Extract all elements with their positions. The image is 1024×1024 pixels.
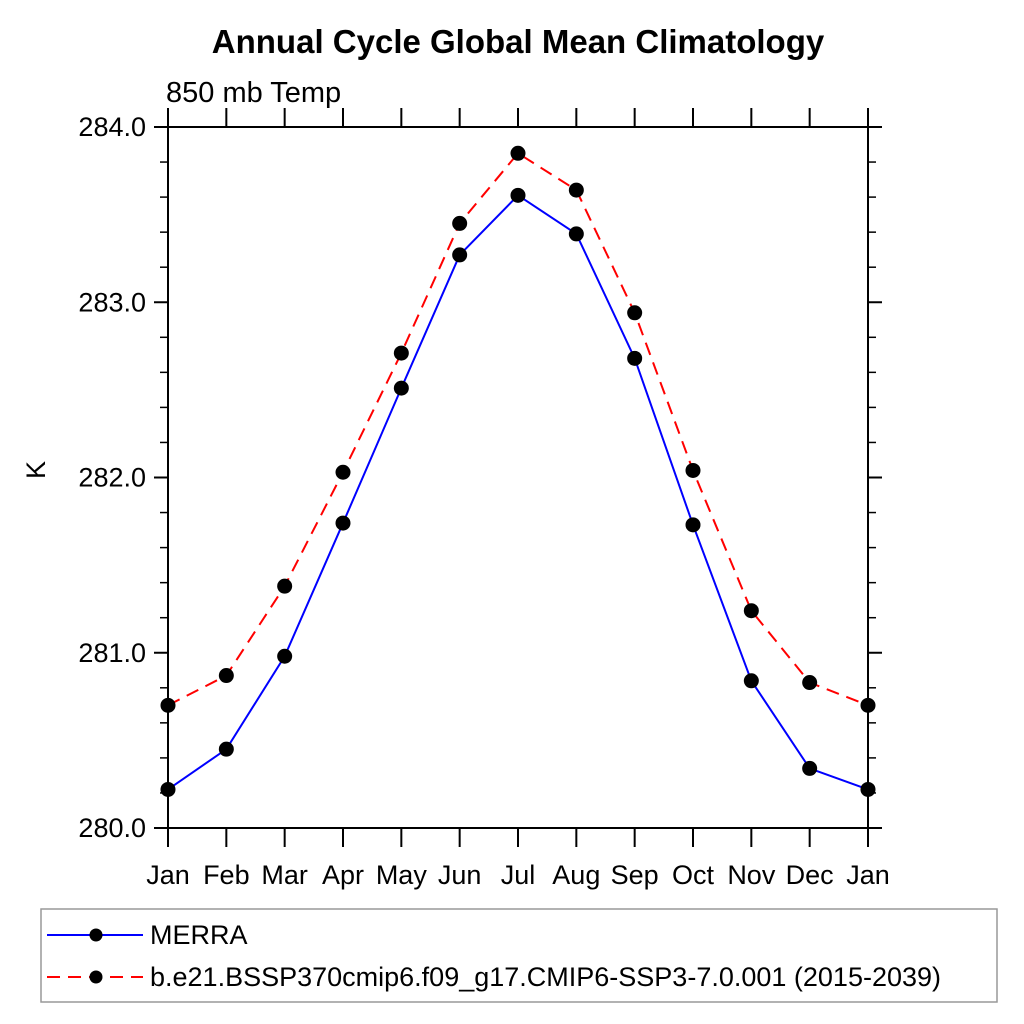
series-line-0 <box>167 194 869 791</box>
series-0-marker <box>568 226 584 242</box>
series-0-marker <box>393 380 409 396</box>
series-1-marker <box>393 345 409 361</box>
chart-title: Annual Cycle Global Mean Climatology <box>212 23 825 60</box>
series-0-marker <box>510 187 526 203</box>
series-1-marker <box>335 464 351 480</box>
x-tick-label: Jun <box>438 860 482 890</box>
series-1-marker <box>160 697 176 713</box>
y-tick-label: 282.0 <box>78 463 146 493</box>
series-1-marker <box>277 578 293 594</box>
x-tick-label: Feb <box>203 860 250 890</box>
y-tick-label: 280.0 <box>78 813 146 843</box>
series-1-marker <box>685 462 701 478</box>
legend: MERRA b.e21.BSSP370cmip6.f09_g17.CMIP6-S… <box>40 908 998 1003</box>
legend-merra-marker-icon <box>89 928 103 942</box>
series-1-marker <box>627 305 643 321</box>
series-1-marker <box>510 145 526 161</box>
x-tick-label: Dec <box>786 860 834 890</box>
series-1-marker <box>802 675 818 691</box>
series-0-marker <box>335 515 351 531</box>
legend-merra-label: MERRA <box>150 920 248 950</box>
y-tick-label: 283.0 <box>78 287 146 317</box>
series-1-marker <box>568 182 584 198</box>
series-0-marker <box>218 741 234 757</box>
plot-area: 280.0 281.0 282.0 283.0 284.0 Jan Feb Mar Apr May… <box>78 108 890 890</box>
series-0-marker <box>743 673 759 689</box>
series-0-marker <box>627 350 643 366</box>
chart-subtitle: 850 mb Temp <box>166 77 341 109</box>
series-0-marker <box>860 781 876 797</box>
legend-model-marker-icon <box>89 970 103 984</box>
x-tick-label: Jul <box>501 860 536 890</box>
y-tick-label: 281.0 <box>78 638 146 668</box>
x-tick-label: May <box>376 860 428 890</box>
x-tick-label: Oct <box>672 860 715 890</box>
x-tick-label: Jan <box>146 860 190 890</box>
series-1-marker <box>452 215 468 231</box>
series-0-marker <box>160 781 176 797</box>
series-1-marker <box>860 697 876 713</box>
x-tick-label: Apr <box>322 860 364 890</box>
series-0-marker <box>802 760 818 776</box>
legend-model-label: b.e21.BSSP370cmip6.f09_g17.CMIP6-SSP3-7.… <box>150 962 941 992</box>
x-tick-label: Aug <box>552 860 600 890</box>
series-line-1 <box>167 151 869 707</box>
y-axis-unit-label: K <box>21 461 51 479</box>
series-1-marker <box>743 603 759 619</box>
series-0-marker <box>452 247 468 263</box>
x-tick-label: Mar <box>261 860 308 890</box>
x-tick-label: Nov <box>727 860 776 890</box>
x-tick-label: Jan <box>846 860 890 890</box>
legend-box <box>40 908 998 1003</box>
series-1-marker <box>218 668 234 684</box>
plot-frame <box>167 126 869 829</box>
series-0-marker <box>685 517 701 533</box>
x-tick-label: Sep <box>611 860 659 890</box>
y-tick-label: 284.0 <box>78 112 146 142</box>
series-0-marker <box>277 648 293 664</box>
